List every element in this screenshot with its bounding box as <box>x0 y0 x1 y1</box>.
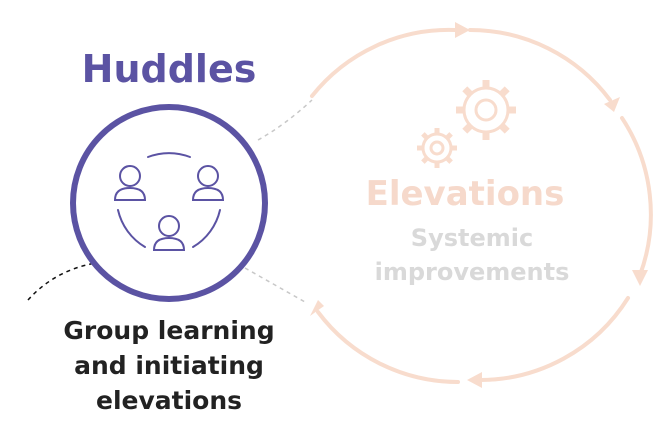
group-arc-left <box>117 209 146 248</box>
arrowhead-right-icon <box>632 270 648 286</box>
huddles-title: Huddles <box>82 47 257 91</box>
arrowhead-top-right-icon <box>604 97 620 112</box>
connector-bottom <box>244 267 306 303</box>
group-arc-right <box>192 209 221 248</box>
person-bottom-icon <box>152 215 186 251</box>
person-left-icon <box>113 165 147 201</box>
large-gear-icon <box>456 80 516 140</box>
cycle-arc-right <box>620 116 653 277</box>
cycle-arc-bottom <box>316 310 460 384</box>
arrowhead-bottom-left-icon <box>310 300 324 316</box>
cycle-arc-bottom-right <box>476 296 630 383</box>
person-right-icon <box>191 165 225 201</box>
elevations-cycle-arrowheads <box>310 22 648 388</box>
gears-icon <box>417 80 516 168</box>
connector-top <box>257 99 313 141</box>
group-people-icon <box>113 152 225 251</box>
arrowhead-bottom-icon <box>467 372 482 388</box>
elevations-cycle-ring <box>310 27 653 384</box>
elevations-subtitle-line-2: improvements <box>375 258 570 286</box>
small-gear-icon <box>417 128 457 168</box>
elevations-title: Elevations <box>366 174 565 214</box>
dashed-connectors <box>244 99 313 303</box>
cycle-arc-top-right <box>468 28 612 102</box>
incoming-dashed-line <box>27 262 97 301</box>
cycle-arc-top <box>310 27 457 98</box>
elevations-subtitle-line-1: Systemic <box>411 224 533 252</box>
group-arc-top <box>147 152 191 158</box>
huddles-caption-line-1: Group learning <box>63 316 274 345</box>
huddles-circle <box>70 104 268 302</box>
huddles-caption-line-2: and initiating <box>74 351 264 380</box>
huddles-caption-line-3: elevations <box>96 386 242 415</box>
arrowhead-top-icon <box>455 22 470 38</box>
